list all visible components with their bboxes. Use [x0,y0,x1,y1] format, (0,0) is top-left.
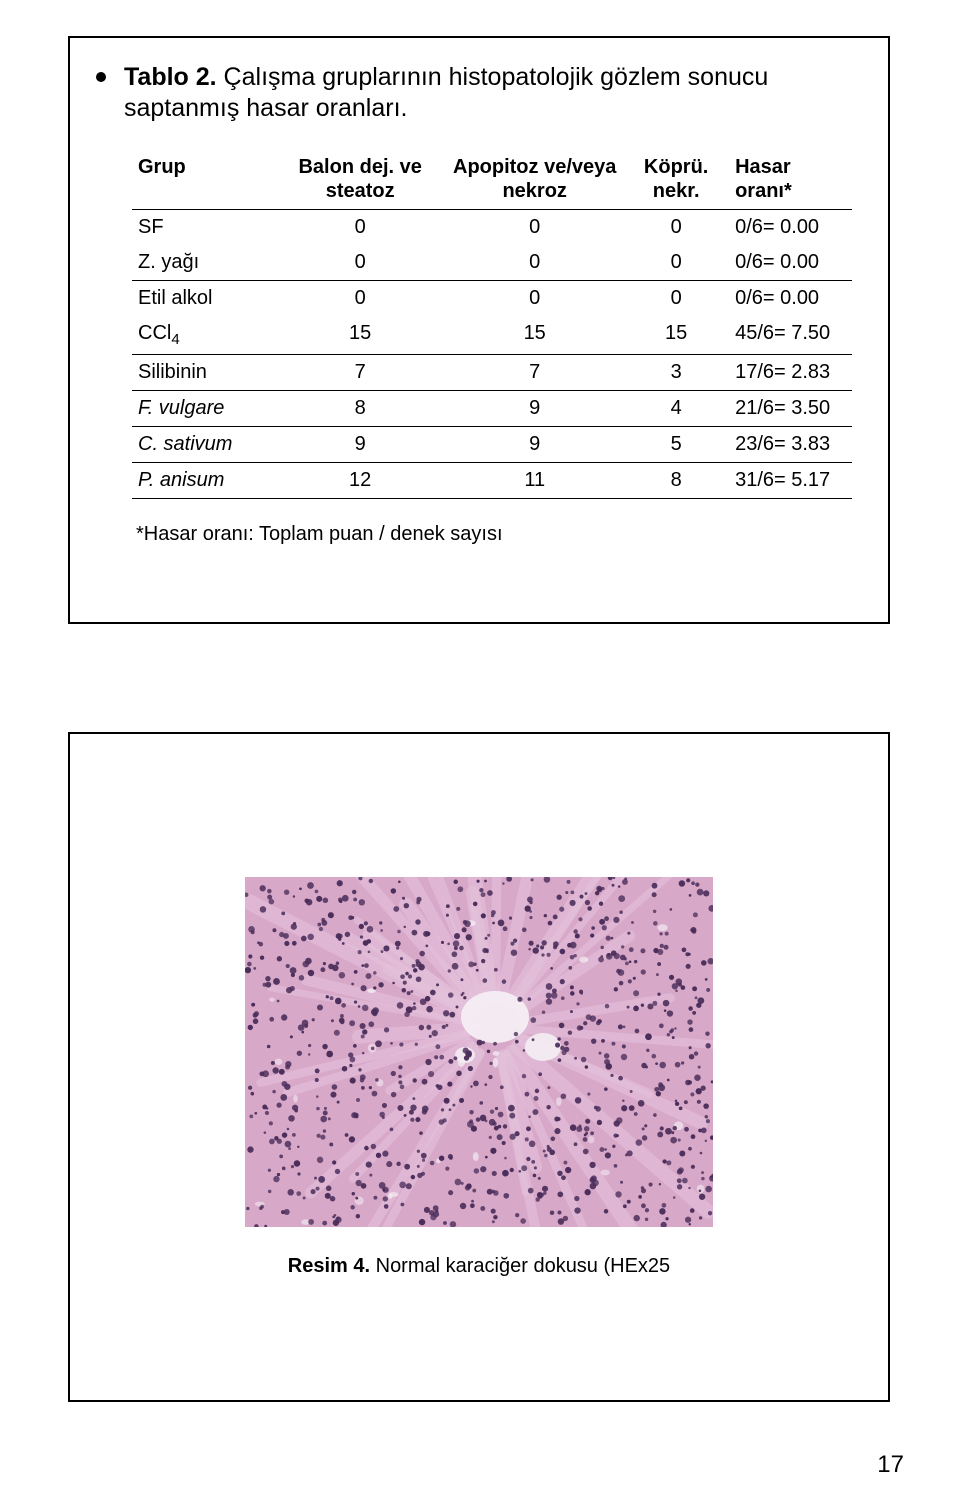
cell-value: 0/6= 0.00 [735,209,852,245]
table-row: CCl415151545/6= 7.50 [132,316,852,355]
cell-value: 9 [452,426,627,462]
cell-label: P. anisum [132,462,278,498]
cell-value: 0 [627,209,735,245]
col-header-balon: Balon dej. ve steatoz [278,149,452,210]
cell-value: 12 [278,462,452,498]
table-row: F. vulgare89421/6= 3.50 [132,390,852,426]
table-footnote: *Hasar oranı: Toplam puan / denek sayısı [136,523,862,546]
cell-value: 0 [278,209,452,245]
page: Tablo 2. Çalışma gruplarının histopatolo… [0,0,960,1501]
histology-svg [245,877,713,1227]
caption-rest: Normal karaciğer dokusu (HEx25 [370,1255,670,1277]
cell-value: 7 [452,354,627,390]
table-title-rest: Çalışma gruplarının histopatolojik gözle… [124,63,768,122]
cell-value: 0 [627,280,735,316]
cell-value: 15 [452,316,627,355]
cell-label: Silibinin [132,354,278,390]
cell-value: 45/6= 7.50 [735,316,852,355]
col-header-text: Hasar [735,156,791,178]
data-table: Grup Balon dej. ve steatoz Apopitoz ve/v… [132,149,852,499]
table-panel: Tablo 2. Çalışma gruplarının histopatolo… [68,36,890,624]
cell-value: 9 [452,390,627,426]
table-title-prefix: Tablo 2. [124,63,217,91]
caption-prefix: Resim 4. [288,1255,370,1277]
cell-label: C. sativum [132,426,278,462]
cell-value: 23/6= 3.83 [735,426,852,462]
col-header-text: nekr. [653,180,700,202]
cell-value: 0 [278,280,452,316]
col-header-text: steatoz [326,180,395,202]
cell-value: 0/6= 0.00 [735,280,852,316]
table-row: SF0000/6= 0.00 [132,209,852,245]
table-row: Z. yağı0000/6= 0.00 [132,245,852,281]
page-number: 17 [877,1451,904,1479]
image-caption: Resim 4. Normal karaciğer dokusu (HEx25 [288,1255,670,1278]
cell-label: Etil alkol [132,280,278,316]
table-row: P. anisum1211831/6= 5.17 [132,462,852,498]
table-header-row: Grup Balon dej. ve steatoz Apopitoz ve/v… [132,149,852,210]
cell-value: 15 [278,316,452,355]
histology-image [245,877,713,1227]
cell-value: 11 [452,462,627,498]
cell-value: 8 [278,390,452,426]
col-header-text: Apopitoz ve/veya [453,156,616,178]
cell-value: 0 [452,245,627,281]
cell-value: 3 [627,354,735,390]
cell-value: 0 [278,245,452,281]
cell-value: 9 [278,426,452,462]
col-header-text: Köprü. [644,156,708,178]
table-wrap: Grup Balon dej. ve steatoz Apopitoz ve/v… [132,149,862,499]
cell-label: F. vulgare [132,390,278,426]
cell-value: 0 [452,280,627,316]
cell-value: 0 [452,209,627,245]
col-header-text: Grup [138,156,186,178]
col-header-text: nekroz [502,180,566,202]
col-header-kopru: Köprü. nekr. [627,149,735,210]
table-row: Etil alkol0000/6= 0.00 [132,280,852,316]
col-header-apopitoz: Apopitoz ve/veya nekroz [452,149,627,210]
bullet-icon [96,72,106,82]
cell-value: 5 [627,426,735,462]
col-header-text: Balon dej. ve [298,156,421,178]
cell-label: CCl4 [132,316,278,355]
cell-value: 15 [627,316,735,355]
cell-value: 0/6= 0.00 [735,245,852,281]
table-title: Tablo 2. Çalışma gruplarının histopatolo… [124,62,824,125]
cell-value: 31/6= 5.17 [735,462,852,498]
table-title-row: Tablo 2. Çalışma gruplarının histopatolo… [96,62,862,125]
col-header-text: oranı* [735,180,792,202]
cell-label: Z. yağı [132,245,278,281]
cell-value: 8 [627,462,735,498]
cell-value: 7 [278,354,452,390]
cell-value: 0 [627,245,735,281]
col-header-grup: Grup [132,149,278,210]
image-panel: Resim 4. Normal karaciğer dokusu (HEx25 [68,732,890,1402]
cell-label: SF [132,209,278,245]
cell-value: 21/6= 3.50 [735,390,852,426]
cell-value: 4 [627,390,735,426]
table-body: SF0000/6= 0.00Z. yağı0000/6= 0.00Etil al… [132,209,852,498]
col-header-hasar: Hasar oranı* [735,149,852,210]
table-row: C. sativum99523/6= 3.83 [132,426,852,462]
cell-value: 17/6= 2.83 [735,354,852,390]
table-row: Silibinin77317/6= 2.83 [132,354,852,390]
